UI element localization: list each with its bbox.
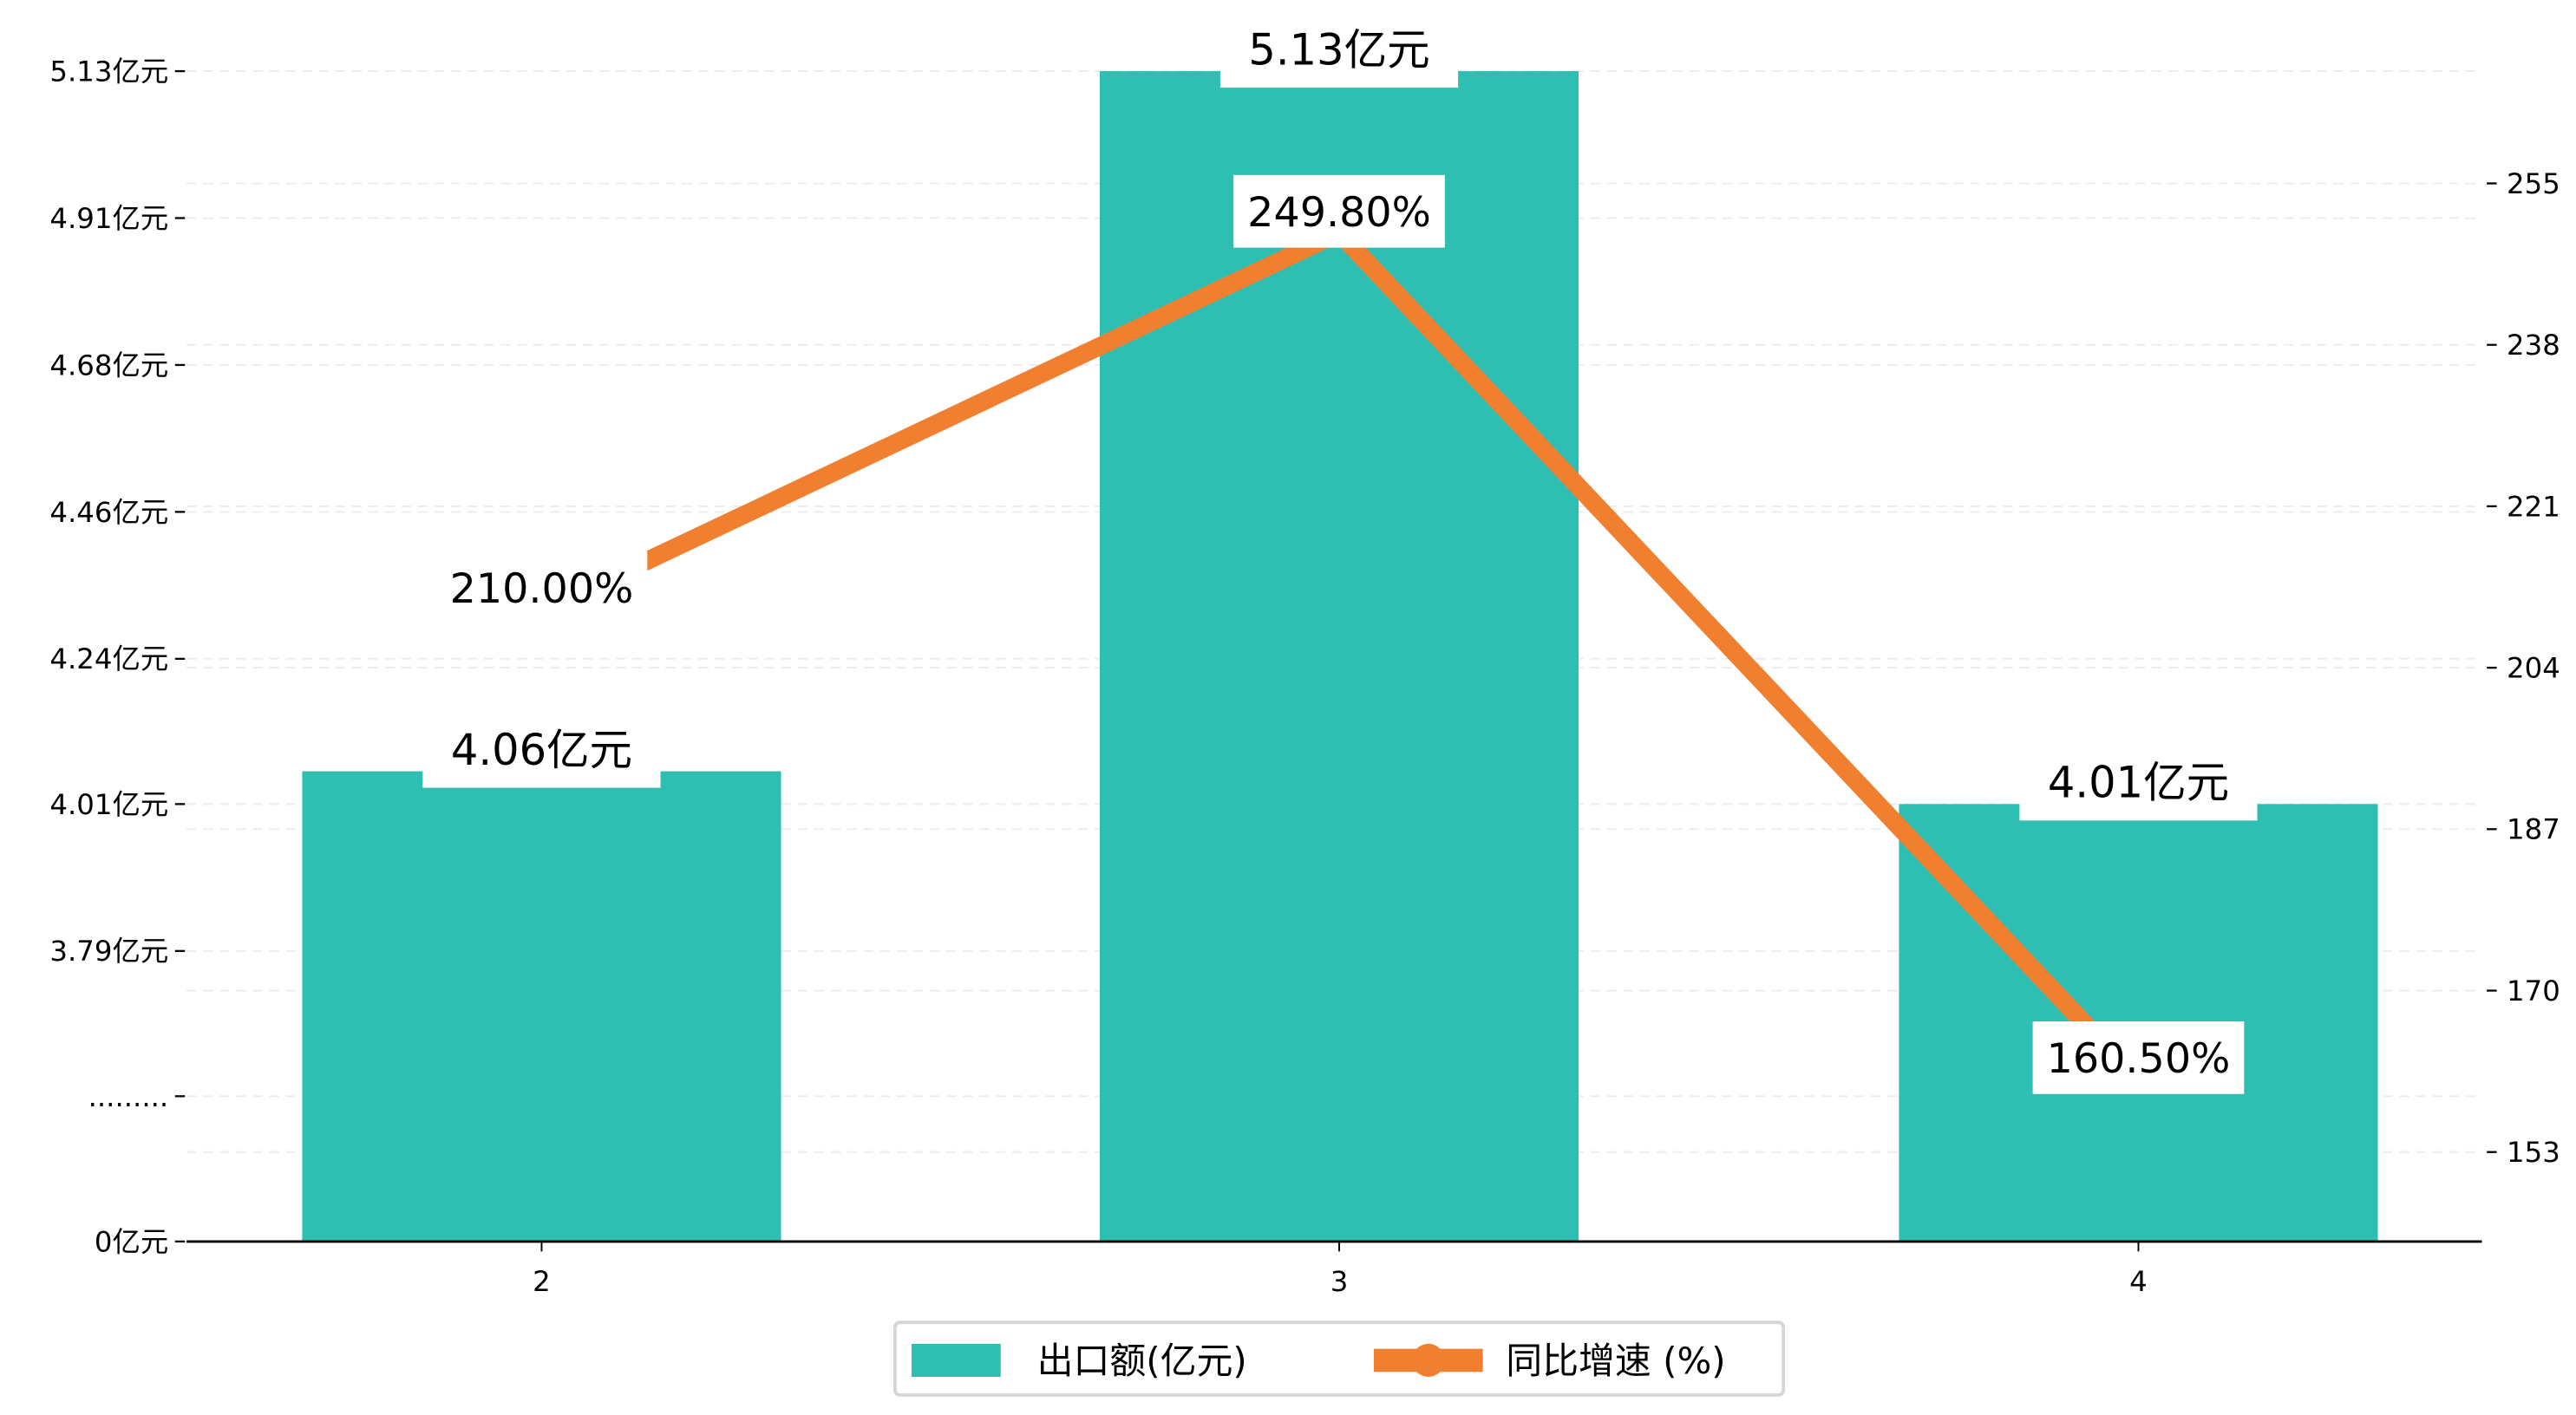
left-tick-label: .........: [88, 1080, 169, 1113]
legend-box: [892, 1320, 1786, 1397]
data-labels: 4.06亿元 5.13亿元 4.01亿元 210.00% 249.80% 160.50%: [422, 21, 2258, 1094]
right-tick-label: 255: [2507, 167, 2560, 200]
left-tick-label: 0亿元: [95, 1225, 168, 1258]
legend: 出口额(亿元) 同比增速 (%): [892, 1320, 1786, 1397]
legend-marker-icon: [1411, 1343, 1445, 1378]
line-value-label: 210.00%: [450, 565, 634, 613]
bar-label-bg: [1219, 21, 1459, 88]
left-tick-label: 4.46亿元: [49, 496, 168, 529]
left-tick-label: 4.24亿元: [49, 642, 168, 675]
bar-value-label: 5.13亿元: [1248, 24, 1429, 75]
x-tick-label: 2: [533, 1265, 551, 1298]
right-tick-label: 204: [2507, 652, 2560, 685]
bar-value-label: 4.01亿元: [2048, 758, 2229, 808]
right-tick-label: 238: [2507, 329, 2560, 362]
bar-label-bg: [422, 721, 661, 788]
legend-swatch-bar: [911, 1343, 1001, 1378]
line-label-bg: [435, 551, 648, 624]
left-tick-label: 4.91亿元: [49, 202, 168, 235]
line-value-label: 160.50%: [2047, 1035, 2231, 1083]
legend-label-line: 同比增速 (%): [1506, 1340, 1725, 1382]
left-tick-label: 4.01亿元: [49, 788, 168, 821]
left-tick-label: 5.13亿元: [49, 55, 168, 88]
right-tick-label: 187: [2507, 813, 2560, 846]
legend-label-bar: 出口额(亿元): [1037, 1340, 1247, 1382]
line-value-label: 249.80%: [1247, 189, 1431, 237]
left-tick-label: 3.79亿元: [49, 935, 168, 968]
axes: 5.13亿元 4.91亿元 4.68亿元 4.46亿元 4.24亿元 4.01亿元 3.79…: [49, 55, 2560, 1298]
x-tick-label: 4: [2129, 1265, 2148, 1298]
bar-2: [302, 771, 781, 1242]
x-tick-label: 3: [1330, 1265, 1349, 1298]
bar-value-label: 4.06亿元: [451, 725, 632, 775]
line-label-bg: [2032, 1021, 2245, 1094]
bar-3: [1099, 71, 1579, 1242]
right-tick-label: 170: [2507, 975, 2560, 1007]
right-tick-label: 221: [2507, 490, 2560, 523]
bar-label-bg: [2019, 754, 2258, 821]
left-tick-label: 4.68亿元: [49, 349, 168, 381]
right-tick-label: 153: [2507, 1136, 2560, 1169]
line-label-bg: [1233, 174, 1445, 248]
